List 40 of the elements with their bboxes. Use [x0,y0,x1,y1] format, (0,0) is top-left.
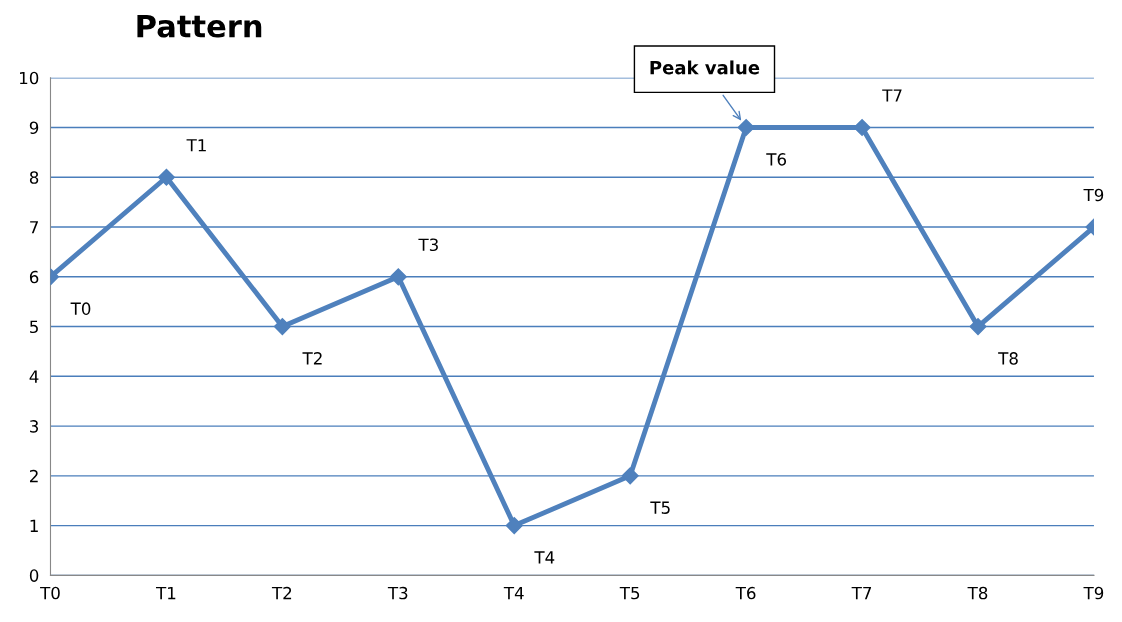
x-tick-label: T6 [735,586,756,600]
annotation: T9 [1083,188,1104,202]
y-tick-label: 3 [30,420,39,433]
x-tick-label: T2 [271,586,292,600]
x-tick-label: T1 [155,586,176,600]
y-tick-label: 5 [30,320,38,334]
point [621,467,639,485]
annotation: T6 [766,153,787,166]
x-tick-label: T4 [503,586,524,600]
annotation: T7 [882,89,902,102]
y-tick-label: 6 [29,270,39,284]
annotation: Peak value [650,60,760,75]
y-tick-label: 9 [29,121,39,135]
point [505,517,523,535]
x-tick-label: T9 [1083,586,1104,600]
y-tick-label: 0 [29,569,39,582]
point [737,118,755,137]
annotation: T1 [186,139,206,152]
x-tick-label: T3 [387,586,408,600]
point [157,168,175,186]
annotation: T3 [418,238,438,252]
x-tick-label: T7 [851,586,872,600]
x-tick-label: T5 [619,586,640,600]
annotation: T2 [302,352,322,365]
y-tick-label: 7 [30,221,38,234]
annotation: T0 [70,302,91,315]
y-tick-label: 1 [30,519,38,532]
x-tick-label: T8 [967,586,988,600]
y-tick-label: 8 [29,171,39,184]
point [273,317,291,336]
point [389,268,407,286]
point [969,317,987,336]
annotation: T5 [650,501,670,514]
y-tick-label: 4 [29,370,39,383]
y-tick-label: 2 [30,469,38,483]
x-tick-label: T0 [40,586,60,600]
y-tick-label: 10 [20,71,39,85]
annotation: T4 [534,551,555,564]
annotation: T8 [998,352,1018,365]
chart-title: Pattern [137,14,262,38]
